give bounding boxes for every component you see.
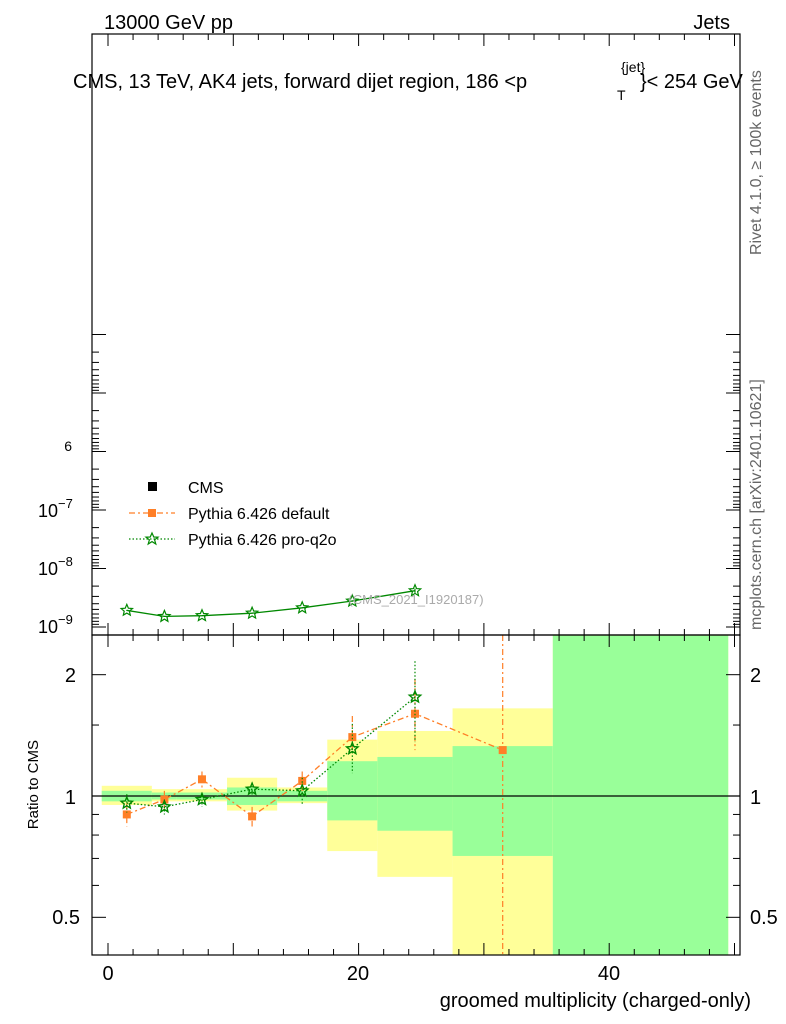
ratio-y-tick-05-left: 0.5 [52,907,80,929]
main-point-marker [345,593,360,608]
main-y-tick-1e-9: 10−9 [38,612,73,637]
title-main: CMS, 13 TeV, AK4 jets, forward dijet reg… [73,71,527,93]
x-axis-label: groomed multiplicity (charged-only) [440,990,751,1012]
ratio-series-group [119,635,507,955]
ratio-series-line [126,713,503,818]
main-series-group [119,583,423,623]
ratio-plot-frame [91,634,741,956]
legend: CMS Pythia 6.426 default Pythia 6.426 pr… [129,480,337,549]
green-band-bin [377,756,453,831]
x-tick-20: 20 [347,963,369,985]
ratio-square-marker [298,776,307,785]
legend-cms-label: CMS [188,480,224,497]
ratio-y-tick-1-left: 1 [65,787,76,809]
legend-default-marker [148,509,156,517]
x-tick-40: 40 [598,963,620,985]
plot-title: CMS, 13 TeV, AK4 jets, forward dijet reg… [73,71,527,93]
main-point-marker [194,608,210,622]
main-y-tick-1e-7: 10−7 [38,496,73,521]
legend-proq2o-label: Pythia 6.426 pro-q2o [188,532,337,549]
green-band-bin [327,761,378,821]
legend-default-label: Pythia 6.426 default [188,506,330,523]
header-right: Jets [693,12,730,34]
main-y-tick-1e-8: 10−8 [38,554,73,579]
ratio-square-marker [348,733,357,742]
ratio-star-marker [157,798,172,814]
rivet-version-label: Rivet 4.1.0, ≥ 100k events [748,70,765,255]
ratio-star-marker [244,781,260,796]
legend-cms-marker [148,482,157,491]
ratio-square-marker [197,775,206,784]
main-point-marker [119,602,134,617]
ratio-y-tick-05-right: 0.5 [750,907,778,929]
ratio-y-tick-2-left: 2 [65,665,76,687]
axis-ticks [92,34,740,955]
ratio-square-marker [122,810,131,819]
main-point-marker [407,583,423,597]
mcplots-label: mcplots.cern.ch [arXiv:2401.10621] [748,379,765,630]
analysis-id-label: (CMS_2021_I1920187) [348,592,483,607]
title-superscript: {jet} [621,59,645,75]
ratio-square-marker [248,812,257,821]
green-band-bin [552,635,729,955]
ratio-star-marker [194,791,210,806]
ratio-y-tick-1-right: 1 [750,787,761,809]
x-tick-0: 0 [102,963,113,985]
ratio-star-marker [294,782,310,798]
ratio-star-marker [344,740,360,756]
title-end: }< 254 GeV [640,71,744,93]
ratio-square-marker [498,746,507,755]
main-point-marker [244,605,260,620]
main-y-tick-6: 6 [64,438,72,454]
main-point-marker [157,608,172,623]
ratio-y-tick-2-right: 2 [750,665,761,687]
ratio-star-marker [119,795,135,810]
ratio-star-marker [407,689,423,704]
legend-proq2o-marker [144,531,160,546]
ratio-y-axis-label: Ratio to CMS [25,740,42,829]
main-point-marker [295,600,310,614]
header-left: 13000 GeV pp [104,12,233,34]
title-subscript: T [617,87,626,103]
